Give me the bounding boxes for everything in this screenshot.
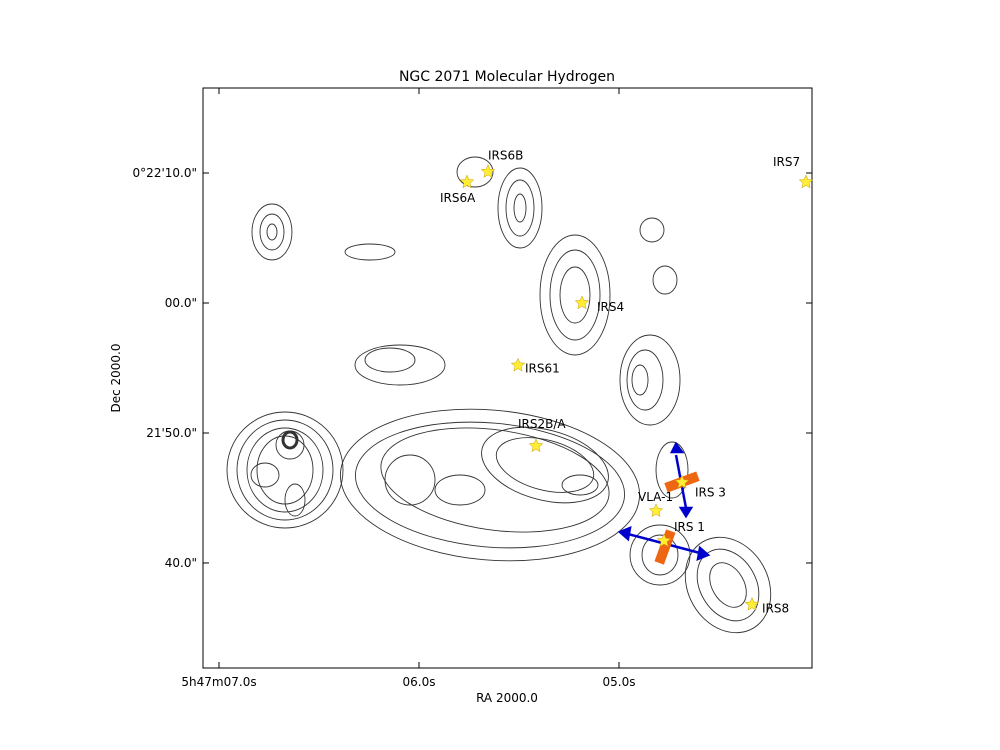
source-label: IRS4: [597, 300, 624, 314]
y-tick-label: 40.0": [165, 556, 197, 570]
source-star: [528, 438, 544, 453]
source-label: IRS 1: [674, 520, 705, 534]
y-tick-label: 0°22'10.0": [133, 166, 197, 180]
source-label: IRS61: [525, 361, 560, 375]
x-tick-label: 05.0s: [603, 675, 636, 689]
source-label: IRS 3: [695, 485, 726, 499]
chart-title: NGC 2071 Molecular Hydrogen: [399, 69, 615, 85]
source-label: IRS6A: [440, 191, 476, 205]
source-label: IRS8: [762, 602, 789, 616]
source-star: [744, 596, 760, 611]
plot-frame: [202, 87, 813, 669]
x-axis-label: RA 2000.0: [476, 691, 538, 705]
source-star: [798, 174, 814, 189]
source-star: [510, 357, 526, 372]
y-axis-label: Dec 2000.0: [109, 343, 123, 412]
x-tick-label: 5h47m07.0s: [181, 675, 256, 689]
source-label: VLA-1: [638, 490, 673, 504]
source-label: IRS6B: [488, 149, 523, 163]
source-star: [459, 174, 475, 189]
source-star: [574, 295, 590, 310]
source-label: IRS7: [773, 155, 800, 169]
source-star: [648, 503, 664, 518]
source-label: IRS2B/A: [518, 417, 566, 431]
source-star: [480, 164, 496, 178]
y-tick-label: 00.0": [165, 296, 197, 310]
source-star: [674, 474, 690, 489]
y-tick-label: 21'50.0": [146, 426, 197, 440]
x-tick-label: 06.0s: [403, 675, 436, 689]
contours: [226, 156, 772, 634]
source-star: [656, 533, 672, 548]
